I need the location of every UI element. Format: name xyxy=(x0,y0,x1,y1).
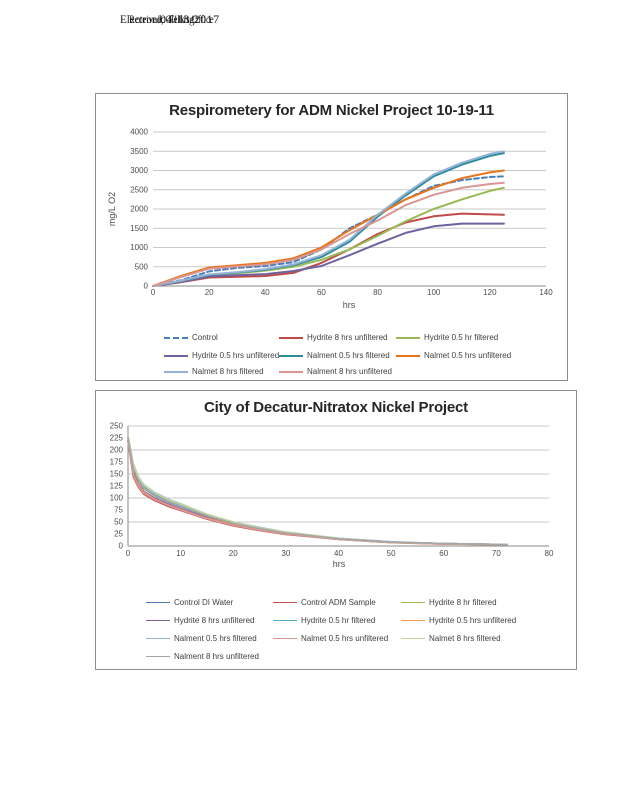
x-tick-label: 100 xyxy=(427,288,441,297)
x-tick-label: 80 xyxy=(373,288,382,297)
x-tick-label: 70 xyxy=(492,549,501,558)
y-tick-label: 125 xyxy=(110,482,124,491)
series-line-hydrite-8-hrs-unfiltered xyxy=(127,439,508,546)
series-line-hydrite-0-5-hr-filtered xyxy=(127,435,508,546)
series-line-hydrite-8-hr-filtered xyxy=(127,435,508,546)
y-tick-label: 0 xyxy=(119,542,124,551)
y-tick-label: 75 xyxy=(114,506,123,515)
series-line-control-adm-sample xyxy=(127,440,508,546)
respirometry-chart: Respirometery for ADM Nickel Project 10-… xyxy=(95,93,568,381)
decatur-nitratox-chart: City of Decatur-Nitratox Nickel Project … xyxy=(95,390,577,670)
decatur-x-axis-label: hrs xyxy=(332,559,346,569)
y-tick-label: 500 xyxy=(135,262,149,271)
x-tick-label: 80 xyxy=(545,549,554,558)
series-line-control-di-water xyxy=(127,437,508,546)
y-tick-label: 1500 xyxy=(130,224,148,233)
y-tick-label: 225 xyxy=(110,434,124,443)
series-line-nalment-0-5-hrs-filtered xyxy=(152,152,505,287)
series-line-nalmet-8-hrs-filtered xyxy=(152,150,505,287)
x-tick-label: 50 xyxy=(387,549,396,558)
series-line-hydrite-0-5-hrs-unfiltered xyxy=(152,222,505,287)
series-line-nalmet-8-hrs-filtered xyxy=(127,434,508,546)
y-tick-label: 0 xyxy=(144,282,149,291)
filing-text-part1: Electronic Filing: xyxy=(120,12,198,26)
filing-text-part2: Received, Clerk's Office xyxy=(129,12,214,26)
respirometry-x-axis-label: hrs xyxy=(342,300,356,310)
y-tick-label: 200 xyxy=(110,446,124,455)
x-tick-label: 0 xyxy=(126,549,131,558)
x-tick-label: 10 xyxy=(176,549,185,558)
x-tick-label: 140 xyxy=(539,288,553,297)
series-line-nalment-0-5-hrs-filtered xyxy=(127,434,508,546)
series-line-nalment-8-hrs-unfiltered xyxy=(152,181,505,287)
x-tick-label: 60 xyxy=(439,549,448,558)
y-tick-label: 50 xyxy=(114,518,123,527)
y-tick-label: 2000 xyxy=(130,205,148,214)
respirometry-chart-title: Respirometery for ADM Nickel Project 10-… xyxy=(169,102,494,119)
decatur-chart-title: City of Decatur-Nitratox Nickel Project xyxy=(204,399,468,416)
y-tick-label: 4000 xyxy=(130,128,148,137)
x-tick-label: 120 xyxy=(483,288,497,297)
series-line-nalmet-0-5-hrs-unfiltered xyxy=(152,169,505,287)
y-tick-label: 25 xyxy=(114,530,123,539)
series-line-hydrite-8-hrs-unfiltered xyxy=(152,212,505,287)
x-tick-label: 20 xyxy=(229,549,238,558)
electronic-filing-stamp: Electronic Filing: Received, Clerk's Off… xyxy=(120,12,220,28)
filing-text-part3: 04/13/2017 xyxy=(160,12,220,26)
y-tick-label: 2500 xyxy=(130,185,148,194)
x-tick-label: 40 xyxy=(261,288,270,297)
y-tick-label: 3000 xyxy=(130,166,148,175)
series-line-hydrite-0-5-hrs-unfiltered xyxy=(127,440,508,546)
x-tick-label: 20 xyxy=(205,288,214,297)
y-tick-label: 175 xyxy=(110,458,124,467)
y-tick-label: 150 xyxy=(110,470,124,479)
decatur-plot-area: 0 25 50 75 100 125 150 175 200 225 250 0 10 20 30 40 50 6… xyxy=(110,422,554,559)
series-line-nalmet-0-5-hrs-unfiltered xyxy=(127,440,508,546)
respirometry-plot-area: 0 500 1000 1500 2000 2500 3000 3500 4000 0 20 40 60 8… xyxy=(130,128,553,298)
series-line-hydrite-0-5-hr-filtered xyxy=(152,186,505,287)
x-tick-label: 0 xyxy=(151,288,156,297)
y-tick-label: 250 xyxy=(110,422,124,431)
x-tick-label: 60 xyxy=(317,288,326,297)
y-tick-label: 1000 xyxy=(130,243,148,252)
series-line-nalment-8-hrs-unfiltered xyxy=(127,437,508,546)
x-tick-label: 30 xyxy=(281,549,290,558)
y-tick-label: 100 xyxy=(110,494,124,503)
x-tick-label: 40 xyxy=(334,549,343,558)
y-tick-label: 3500 xyxy=(130,147,148,156)
